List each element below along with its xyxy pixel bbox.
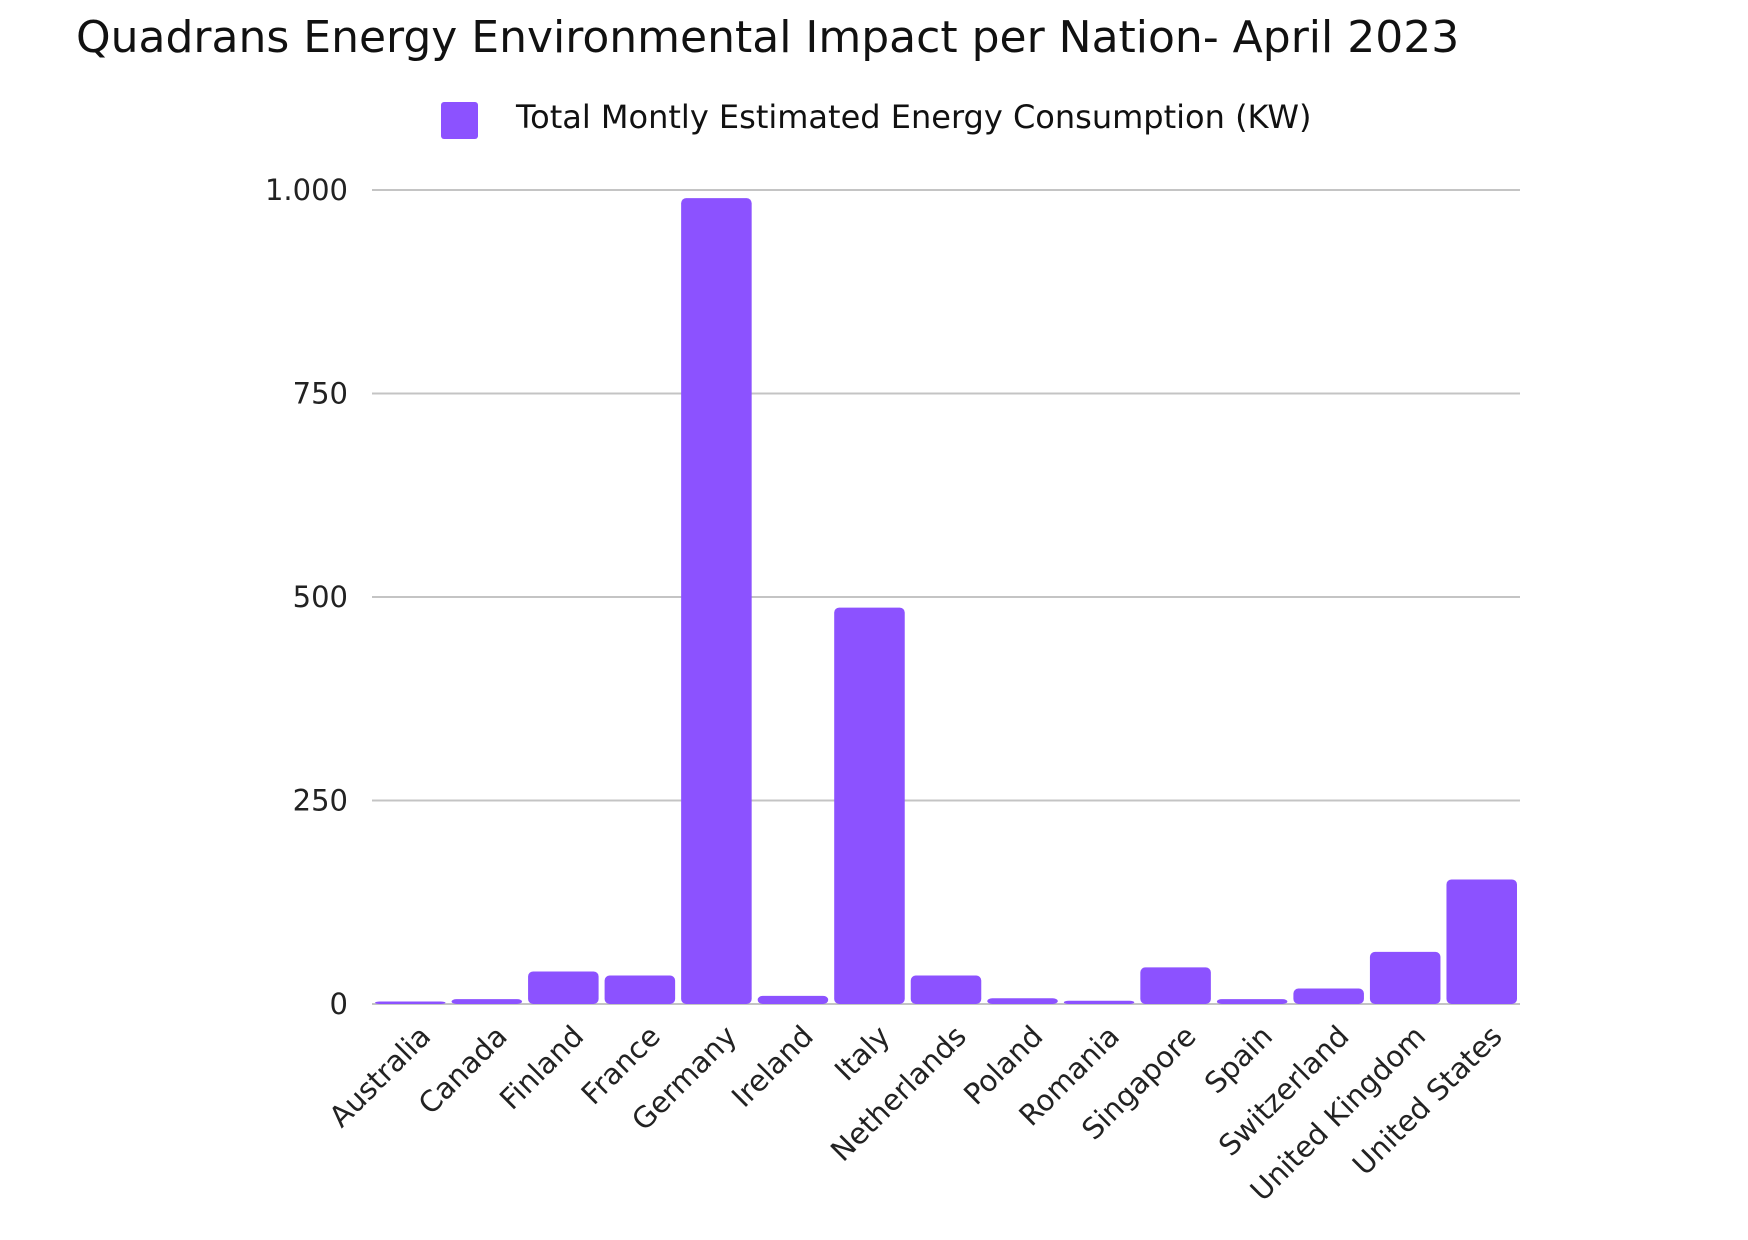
- bar-united-kingdom: [1369, 951, 1441, 1004]
- legend-label: Total Montly Estimated Energy Consumptio…: [515, 98, 1312, 136]
- x-tick-label: Netherlands: [824, 1019, 973, 1168]
- y-tick-label: 750: [293, 377, 348, 411]
- bar-spain: [1216, 999, 1288, 1004]
- bar-germany: [681, 198, 752, 1004]
- bar-united-states: [1446, 879, 1517, 1004]
- bar-italy: [834, 607, 905, 1004]
- y-tick-label: 0: [330, 987, 348, 1021]
- y-tick-label: 500: [293, 580, 348, 614]
- legend-swatch: [441, 102, 478, 139]
- gridlines: [372, 189, 1520, 1005]
- bar-canada: [451, 999, 523, 1004]
- x-axis-ticks: AustraliaCanadaFinlandFranceGermanyIrela…: [322, 1019, 1508, 1208]
- y-axis-ticks: 0 250 500 750 1.000: [265, 173, 348, 1021]
- bar-poland: [987, 998, 1058, 1004]
- bar-australia: [375, 1001, 446, 1004]
- x-tick-label: Ireland: [725, 1019, 820, 1114]
- bar-switzerland: [1293, 988, 1364, 1004]
- chart-title: Quadrans Energy Environmental Impact per…: [76, 12, 1459, 63]
- x-tick-label: Finland: [493, 1019, 590, 1116]
- bar-france: [604, 975, 676, 1004]
- bars: [375, 198, 1517, 1004]
- x-tick-label: Australia: [322, 1019, 437, 1134]
- bar-romania: [1063, 1000, 1135, 1004]
- x-tick-label: Italy: [828, 1019, 897, 1088]
- bar-ireland: [757, 995, 829, 1004]
- y-tick-label: 1.000: [265, 173, 348, 207]
- bar-netherlands: [910, 975, 982, 1004]
- bar-finland: [528, 971, 599, 1004]
- y-tick-label: 250: [293, 784, 348, 818]
- legend: Total Montly Estimated Energy Consumptio…: [441, 98, 1312, 139]
- bar-singapore: [1140, 967, 1211, 1004]
